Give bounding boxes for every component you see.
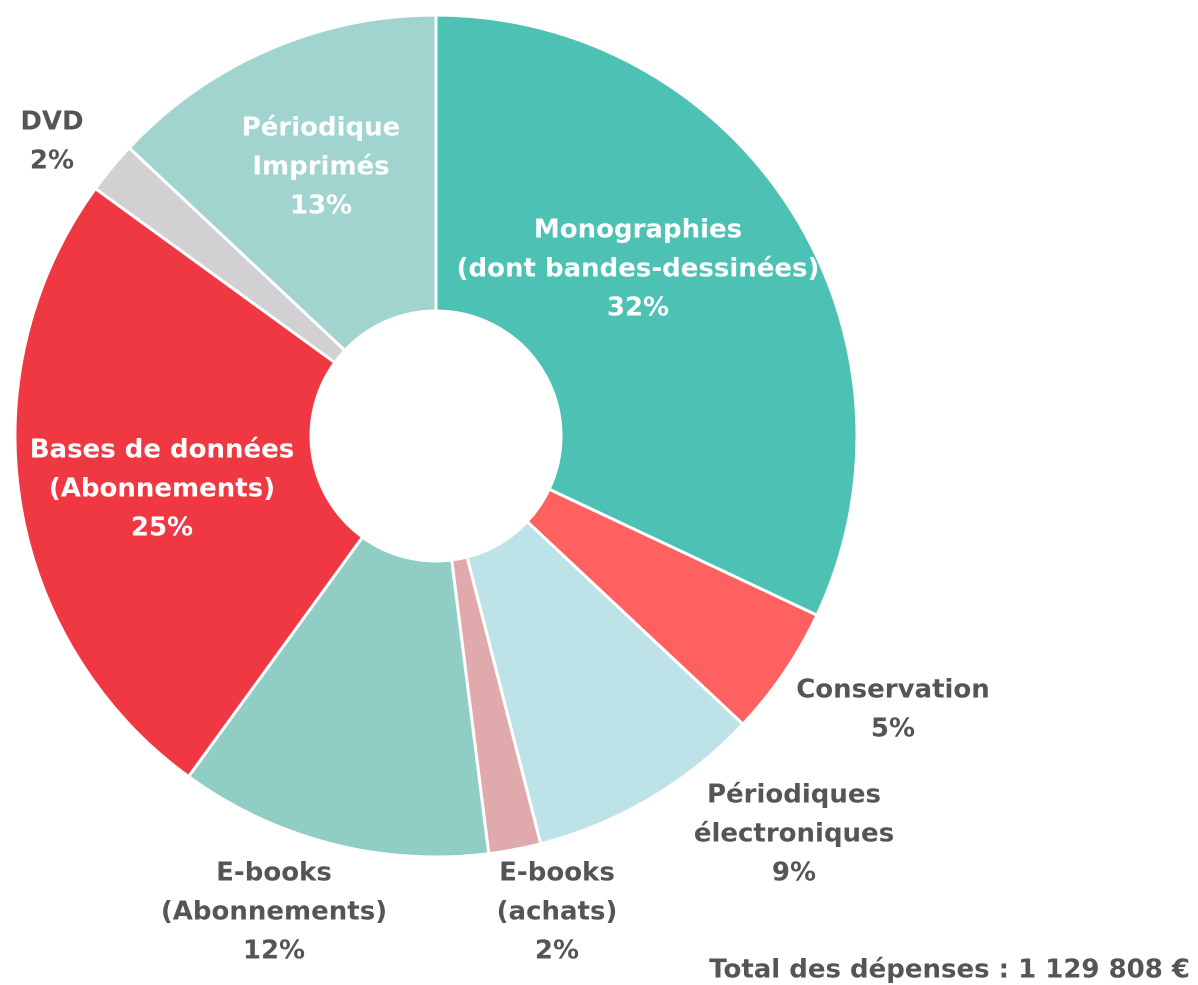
slice-label: Périodique (242, 113, 401, 143)
slice-label: Monographies (534, 215, 742, 245)
slice-value-label: 25% (131, 513, 193, 543)
slice-value-label: 13% (290, 191, 352, 221)
slice-label: Imprimés (252, 152, 389, 182)
slice-label: (achats) (497, 897, 618, 927)
slice-value-label: 2% (30, 146, 74, 176)
slice-label: (dont bandes-dessinées) (457, 254, 820, 284)
slice-value-label: 5% (871, 714, 915, 744)
slice-label: (Abonnements) (161, 897, 387, 927)
donut-slice (186, 535, 491, 859)
slice-value-label: 9% (772, 858, 816, 888)
donut-slice (126, 13, 438, 353)
slice-label: (Abonnements) (49, 474, 275, 504)
slice-label: Conservation (796, 675, 990, 705)
total-annotation: Total des dépenses : 1 129 808 € (709, 955, 1190, 985)
donut-slice (434, 13, 859, 618)
slice-label: E-books (216, 858, 332, 888)
slice-label: électroniques (694, 819, 894, 849)
slice-value-label: 2% (535, 936, 579, 966)
donut-slice (13, 186, 365, 779)
donut-slice (465, 519, 746, 846)
slice-label: E-books (499, 858, 615, 888)
slice-label: DVD (20, 107, 83, 137)
slice-label: Bases de données (30, 435, 295, 465)
slice-value-label: 12% (243, 936, 305, 966)
slice-value-label: 32% (607, 293, 669, 323)
slice-label: Périodiques (707, 780, 881, 810)
